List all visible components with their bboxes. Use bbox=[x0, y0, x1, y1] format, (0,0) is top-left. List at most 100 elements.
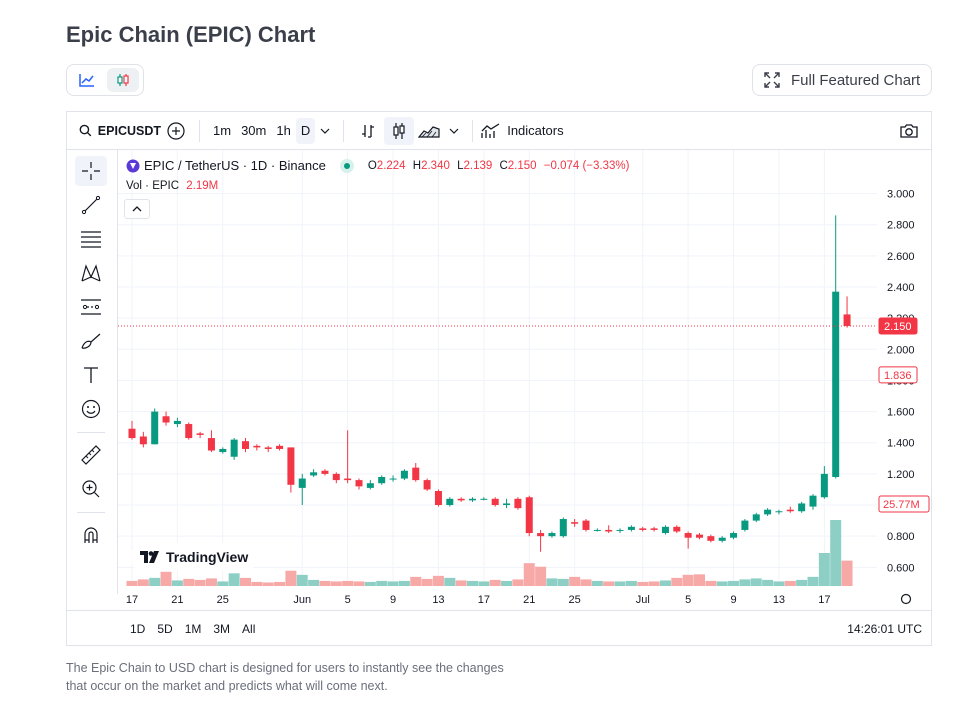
volume-bar bbox=[546, 578, 558, 586]
volume-bar bbox=[614, 581, 626, 586]
measure-tool[interactable] bbox=[75, 440, 107, 470]
magnet-icon bbox=[84, 527, 98, 543]
search-icon bbox=[79, 124, 92, 137]
indicators-button[interactable]: Indicators bbox=[481, 122, 564, 139]
y-axis-label: 3.000 bbox=[887, 189, 915, 201]
volume-bar bbox=[637, 581, 649, 586]
crosshair-tool[interactable] bbox=[75, 156, 107, 186]
volume-bar bbox=[489, 579, 501, 586]
utc-clock[interactable]: 14:26:01 UTC bbox=[847, 621, 922, 636]
line-chart-icon bbox=[79, 74, 94, 87]
price-chart[interactable]: 3.0002.8002.6002.4002.2002.0001.8001.600… bbox=[67, 150, 931, 610]
x-axis-label: 17 bbox=[818, 594, 830, 606]
volume-bar bbox=[796, 579, 808, 586]
volume-bar bbox=[467, 580, 478, 586]
trend-line-tool[interactable] bbox=[75, 190, 107, 220]
area-style-button[interactable] bbox=[414, 117, 444, 145]
line-chart-view-button[interactable] bbox=[71, 68, 103, 92]
chevron-down-icon bbox=[449, 128, 459, 134]
open-value: 2.224 bbox=[376, 159, 406, 172]
candle-body bbox=[298, 478, 306, 488]
candle-body bbox=[207, 438, 215, 451]
y-axis-label: 0.600 bbox=[887, 562, 915, 574]
candle-body bbox=[616, 529, 624, 531]
candle-body bbox=[276, 445, 284, 449]
volume-bar bbox=[251, 581, 263, 586]
chart-widget: EPICUSDT 1m 30m 1h D bbox=[66, 111, 932, 646]
volume-bar bbox=[240, 577, 251, 586]
candle-body bbox=[162, 416, 170, 423]
chevron-down-icon bbox=[320, 128, 330, 134]
interval-30m[interactable]: 30m bbox=[241, 122, 267, 138]
magnet-tool[interactable] bbox=[75, 520, 107, 550]
candle-body bbox=[593, 529, 601, 531]
volume-bar bbox=[694, 574, 705, 586]
candle-body bbox=[537, 533, 545, 537]
interval-1h[interactable]: 1h bbox=[276, 122, 291, 138]
zoom-tool[interactable] bbox=[75, 474, 107, 504]
bars-icon bbox=[362, 124, 375, 138]
volume-bar bbox=[330, 581, 342, 586]
text-tool[interactable] bbox=[75, 360, 107, 390]
interval-dropdown[interactable] bbox=[315, 128, 335, 134]
volume-bar bbox=[376, 580, 388, 586]
candle-body bbox=[673, 526, 681, 532]
snapshot-button[interactable] bbox=[895, 117, 923, 145]
range-3m[interactable]: 3M bbox=[213, 621, 231, 636]
volume-bar bbox=[705, 580, 717, 586]
volume-bar bbox=[591, 580, 603, 586]
candle-chart-view-button[interactable] bbox=[107, 68, 139, 92]
volume-bar bbox=[410, 576, 422, 586]
chart-style-dropdown[interactable] bbox=[444, 128, 464, 134]
candle-body bbox=[480, 498, 488, 500]
pattern-icon bbox=[81, 264, 101, 282]
range-5d[interactable]: 5D bbox=[157, 621, 173, 636]
icon-tool[interactable] bbox=[75, 394, 107, 424]
fib-tool[interactable] bbox=[75, 224, 107, 254]
candles-style-button[interactable] bbox=[384, 116, 415, 145]
tradingview-logo[interactable]: TradingView bbox=[130, 543, 259, 571]
volume-bar bbox=[557, 578, 569, 586]
volume-marker bbox=[878, 495, 930, 513]
interval-1m[interactable]: 1m bbox=[213, 122, 232, 138]
volume-bar bbox=[319, 580, 331, 586]
candle-body bbox=[525, 497, 533, 534]
indicators-icon bbox=[481, 122, 500, 138]
forecast-tool[interactable] bbox=[75, 292, 107, 322]
candle-body bbox=[752, 514, 760, 521]
bars-style-button[interactable] bbox=[352, 117, 384, 145]
range-all[interactable]: All bbox=[242, 621, 256, 636]
collapse-legend-button[interactable] bbox=[124, 199, 150, 219]
range-1m[interactable]: 1M bbox=[184, 621, 202, 636]
pattern-tool[interactable] bbox=[75, 258, 107, 288]
candle-body bbox=[378, 476, 386, 484]
candle-body bbox=[457, 498, 465, 501]
candle-body bbox=[696, 534, 703, 538]
x-axis-label: Jun bbox=[293, 594, 311, 606]
volume-bar bbox=[501, 580, 513, 586]
candle-body bbox=[843, 314, 851, 326]
volume-bar bbox=[387, 581, 399, 586]
interval-d[interactable]: D bbox=[295, 117, 316, 144]
ohlc-readout: O2.224 H2.340 L2.139 C2.150 −0.074 (−3.3… bbox=[367, 159, 630, 172]
candle-body bbox=[412, 467, 420, 481]
x-axis-label: 9 bbox=[730, 594, 736, 606]
range-1d[interactable]: 1D bbox=[130, 621, 146, 636]
symbol-search[interactable]: EPICUSDT bbox=[67, 124, 161, 138]
compare-symbol-button[interactable] bbox=[161, 121, 191, 140]
settings-gear-icon[interactable] bbox=[900, 593, 912, 605]
brush-tool[interactable] bbox=[75, 326, 107, 356]
volume-bar bbox=[137, 579, 149, 586]
full-featured-chart-button[interactable]: Full Featured Chart bbox=[752, 64, 932, 96]
volume-bar bbox=[228, 573, 240, 586]
candle-body bbox=[173, 420, 181, 425]
tool-divider bbox=[77, 512, 105, 513]
x-axis-label: 21 bbox=[171, 594, 183, 606]
volume-bar bbox=[818, 553, 830, 586]
candle-body bbox=[242, 441, 249, 449]
candle-body bbox=[389, 478, 397, 480]
volume-bar bbox=[262, 582, 274, 586]
camera-icon bbox=[900, 123, 918, 138]
volume-bar bbox=[625, 580, 637, 586]
volume-bar bbox=[784, 580, 796, 586]
